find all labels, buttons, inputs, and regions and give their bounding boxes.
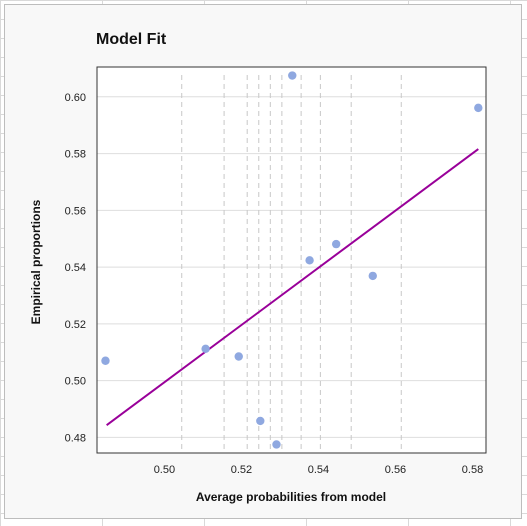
y-tick-label: 0.50 bbox=[65, 376, 86, 388]
y-tick-label: 0.54 bbox=[65, 262, 86, 274]
x-axis-label: Average probabilities from model bbox=[196, 490, 386, 504]
y-tick-label: 0.52 bbox=[65, 319, 86, 331]
scatter-point bbox=[305, 256, 314, 265]
fit-line-group bbox=[106, 148, 479, 426]
data-points bbox=[101, 71, 483, 449]
x-tick-label: 0.56 bbox=[385, 464, 406, 476]
y-axis-ticks: 0.48 0.50 0.52 0.54 0.56 0.58 0.60 bbox=[65, 92, 86, 445]
scatter-point bbox=[101, 356, 110, 365]
y-tick-label: 0.56 bbox=[65, 205, 86, 217]
scatter-point bbox=[234, 352, 243, 361]
y-tick-label: 0.48 bbox=[65, 432, 86, 444]
scatter-point bbox=[272, 440, 281, 449]
scatter-point bbox=[201, 344, 210, 354]
x-tick-label: 0.52 bbox=[231, 464, 252, 476]
x-tick-label: 0.58 bbox=[462, 464, 483, 476]
y-tick-label: 0.58 bbox=[65, 149, 86, 161]
gridlines bbox=[97, 96, 486, 438]
scatter-point bbox=[331, 239, 341, 249]
chart-title: Model Fit bbox=[96, 31, 167, 48]
y-axis-label: Empirical proportions bbox=[29, 199, 43, 324]
scatter-point bbox=[474, 103, 483, 113]
scatter-point bbox=[288, 71, 297, 80]
plot-area bbox=[97, 67, 486, 453]
x-tick-label: 0.54 bbox=[308, 464, 329, 476]
scatter-point bbox=[368, 271, 377, 281]
fit-line bbox=[106, 148, 479, 426]
x-tick-label: 0.50 bbox=[154, 464, 175, 476]
scatter-point bbox=[256, 416, 265, 426]
plot-frame bbox=[96, 66, 487, 454]
x-axis-ticks: 0.50 0.52 0.54 0.56 0.58 bbox=[154, 464, 484, 476]
y-tick-label: 0.60 bbox=[65, 92, 86, 104]
